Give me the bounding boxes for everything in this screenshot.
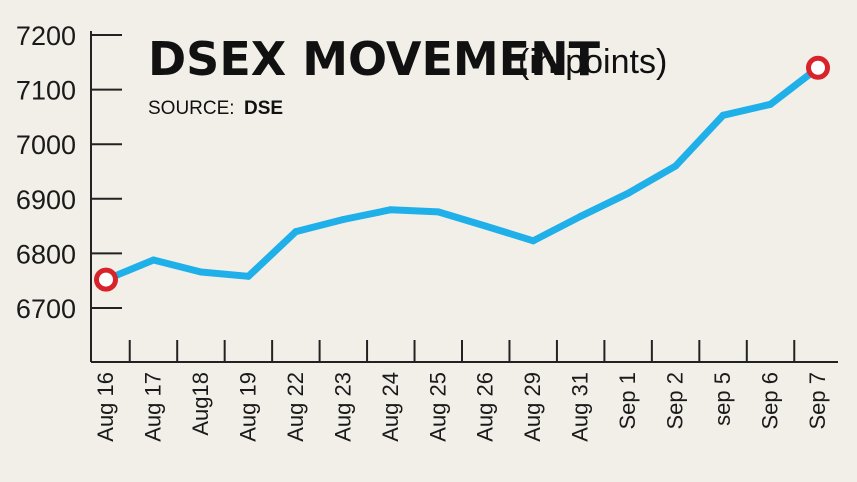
x-tick-label: Aug 24 [378,372,403,442]
x-tick-label: Aug18 [188,372,213,436]
chart-subtitle: (in points) [518,43,667,81]
highlight-marker [94,267,118,292]
data-point [577,212,585,220]
x-tick-label: Aug 26 [473,372,498,442]
highlight-markers [94,55,830,292]
x-tick-label: Sep 6 [758,372,783,430]
source-label: SOURCE: [148,98,235,119]
data-point [672,162,680,170]
x-tick-label: Aug 25 [425,372,450,442]
chart-axes [90,31,838,363]
y-tick-label: 7200 [16,21,76,51]
y-tick-label: 6800 [16,239,76,269]
data-point [719,111,727,119]
series-line [102,64,822,284]
data-point [482,222,490,230]
x-axis-ticks: Aug 16 Aug 17 Aug18 Aug 19 Aug 22 Aug 23 Aug 2… [93,340,830,442]
x-tick-label: Aug 19 [235,372,260,442]
data-point [434,208,442,216]
data-point [624,189,632,197]
x-tick-label: Aug 23 [330,372,355,442]
x-tick-label: Aug 22 [283,372,308,442]
y-axis-ticks: 6700 6800 6900 7000 7100 7200 [16,21,122,324]
data-point [197,268,205,276]
x-tick-label: Aug 17 [140,372,165,442]
data-point [339,216,347,224]
x-tick-label: Sep 7 [805,372,830,430]
chart-header: DSEX MOVEMENT (in points) SOURCE: DSE [148,32,667,119]
data-point [244,272,252,280]
y-tick-label: 7000 [16,130,76,160]
y-tick-label: 7100 [16,76,76,106]
data-point [387,206,395,214]
x-tick-label: Aug 31 [568,372,593,442]
x-tick-label: Sep 1 [615,372,640,430]
data-point [149,256,157,264]
x-tick-label: sep 5 [710,372,735,426]
data-point [292,228,300,236]
data-point [767,100,775,108]
chart-title: DSEX MOVEMENT [148,32,601,86]
y-tick-label: 6900 [16,185,76,215]
x-tick-label: Aug 29 [520,372,545,442]
x-tick-label: Sep 2 [663,372,688,430]
data-point [529,237,537,245]
source-value: DSE [244,98,283,119]
x-tick-label: Aug 16 [93,372,118,442]
highlight-marker [806,55,830,80]
y-tick-label: 6700 [16,294,76,324]
